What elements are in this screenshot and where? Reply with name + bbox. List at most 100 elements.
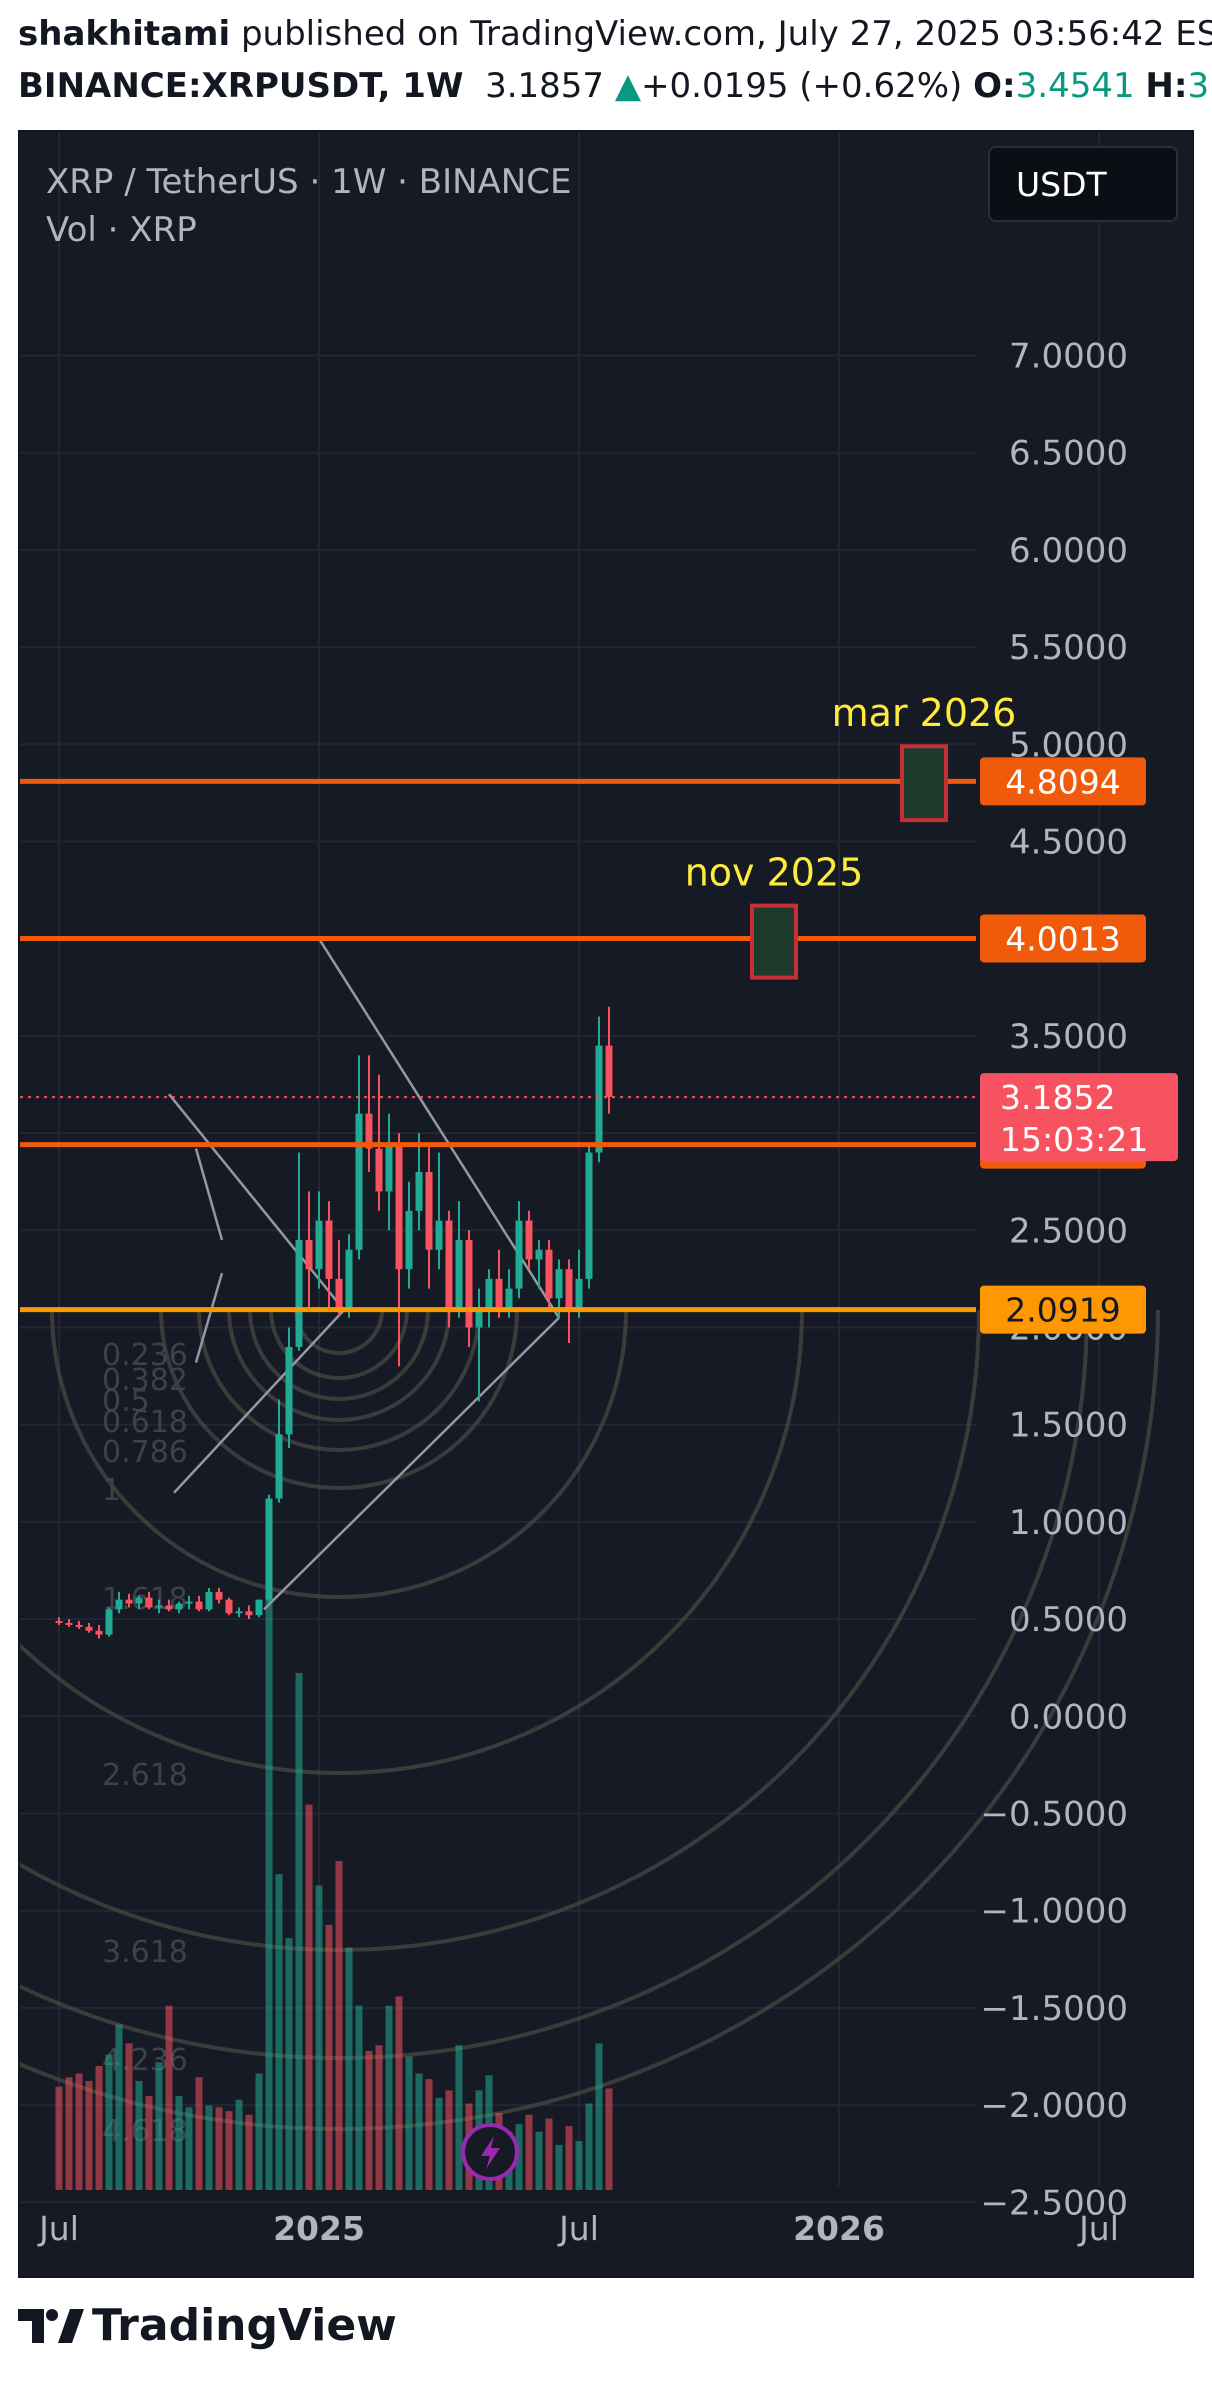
x-axis-label: Jul bbox=[1077, 2209, 1119, 2248]
candle-body bbox=[195, 1601, 203, 1610]
candle-body bbox=[345, 1249, 353, 1309]
volume-indicator-label[interactable]: Vol · XRP bbox=[46, 210, 197, 250]
volume-bar bbox=[325, 1924, 333, 2190]
volume-bar bbox=[185, 2107, 193, 2190]
volume-bar bbox=[105, 2054, 113, 2190]
price-level-label: 4.0013 bbox=[1005, 919, 1120, 958]
volume-bar bbox=[525, 2114, 533, 2190]
last-price-label: 3.1852 bbox=[1000, 1078, 1115, 1117]
candle-body bbox=[255, 1599, 263, 1616]
candle-body bbox=[365, 1113, 373, 1149]
volume-bar bbox=[555, 2144, 563, 2190]
candle-body bbox=[235, 1611, 243, 1614]
candle-body bbox=[325, 1220, 333, 1279]
fib-arc bbox=[50, 1309, 628, 1599]
candle-body bbox=[535, 1249, 543, 1260]
candle-body bbox=[385, 1142, 393, 1192]
candle-body bbox=[75, 1624, 83, 1627]
candle-body bbox=[55, 1621, 63, 1624]
volume-bar bbox=[235, 2099, 243, 2190]
y-axis-label: −2.5000 bbox=[981, 2183, 1128, 2223]
candle-body bbox=[205, 1591, 213, 1610]
x-axis-label: Jul bbox=[557, 2209, 599, 2248]
candle-body bbox=[435, 1220, 443, 1250]
change-arrow-icon: ▲ bbox=[614, 66, 642, 106]
publish-text: published on TradingView.com, July 27, 2… bbox=[240, 14, 1212, 54]
candle-body bbox=[475, 1308, 483, 1328]
candle-body bbox=[445, 1220, 453, 1309]
candle-body bbox=[495, 1278, 503, 1309]
chart-pane[interactable]: 0.236 0.382 0.5 0.618 0.786 1 1.618 2.618 3.618 4… bbox=[18, 130, 1194, 2278]
tradingview-footer[interactable]: TradingView bbox=[18, 2300, 397, 2351]
price-level-tag bbox=[980, 914, 1146, 963]
candle-body bbox=[465, 1240, 473, 1328]
tradingview-brand: TradingView bbox=[92, 2300, 397, 2351]
volume-bar bbox=[535, 2131, 543, 2190]
forecast-label: mar 2026 bbox=[832, 691, 1017, 735]
volume-bar bbox=[515, 2124, 523, 2190]
y-axis-label: 3.5000 bbox=[1009, 1017, 1128, 1057]
y-axis-label: 7.0000 bbox=[1009, 337, 1128, 377]
candle-body bbox=[605, 1045, 613, 1097]
last-price: 3.1857 bbox=[485, 66, 605, 106]
volume-bar bbox=[65, 2077, 73, 2190]
forecast-box bbox=[900, 744, 948, 823]
volume-bar bbox=[155, 2062, 163, 2190]
candle-body bbox=[315, 1220, 323, 1270]
volume-bar bbox=[385, 2005, 393, 2190]
forecast-label: nov 2025 bbox=[685, 851, 864, 895]
candle-body bbox=[485, 1278, 493, 1309]
volume-bar bbox=[405, 2056, 413, 2190]
volume-bar bbox=[95, 2065, 103, 2190]
y-axis-label: 6.0000 bbox=[1009, 531, 1128, 571]
y-axis-label: 4.5000 bbox=[1009, 823, 1128, 863]
volume-bar bbox=[85, 2080, 93, 2190]
volume-bar bbox=[205, 2105, 213, 2190]
candle-body bbox=[555, 1269, 563, 1299]
volume-bar bbox=[145, 2096, 153, 2190]
y-axis-label: −1.0000 bbox=[981, 1892, 1128, 1932]
last-price-tag bbox=[980, 1073, 1178, 1162]
candle-body bbox=[95, 1630, 103, 1635]
candle-body bbox=[305, 1240, 313, 1270]
candle-body bbox=[135, 1597, 143, 1604]
fib-arc bbox=[197, 1309, 481, 1452]
bar-countdown: 15:03:21 bbox=[1000, 1120, 1148, 1159]
volume-bar bbox=[395, 1996, 403, 2190]
candle-body bbox=[155, 1605, 163, 1608]
candle-body bbox=[375, 1148, 383, 1192]
currency-button[interactable]: USDT bbox=[988, 146, 1178, 222]
volume-bar bbox=[435, 2097, 443, 2190]
trend-line bbox=[168, 1093, 345, 1311]
price-level-label: 2.0919 bbox=[1005, 1291, 1120, 1330]
lightning-icon bbox=[461, 2123, 519, 2181]
volume-bar bbox=[605, 2088, 613, 2190]
fib-level-label: 0.618 bbox=[102, 1405, 188, 1440]
lightning-icon-bolt bbox=[481, 2136, 500, 2169]
candle-body bbox=[415, 1171, 423, 1211]
fib-arc bbox=[248, 1309, 430, 1401]
volume-bar bbox=[305, 1804, 313, 2190]
volume-bar bbox=[225, 2111, 233, 2190]
volume-bar bbox=[355, 2005, 363, 2190]
y-axis-label: 0.5000 bbox=[1009, 1600, 1128, 1640]
fib-level-label: 4.618 bbox=[102, 2114, 188, 2149]
candle-body bbox=[575, 1278, 583, 1312]
volume-bar bbox=[565, 2126, 573, 2190]
candle-body bbox=[515, 1220, 523, 1289]
publish-info: shakhitami published on TradingView.com,… bbox=[18, 14, 1212, 54]
candle-body bbox=[215, 1591, 223, 1600]
candle-body bbox=[585, 1152, 593, 1279]
y-axis-label: 5.5000 bbox=[1009, 628, 1128, 668]
volume-bar bbox=[195, 2077, 203, 2190]
fib-level-label: 0.786 bbox=[102, 1435, 188, 1470]
x-axis-label: Jul bbox=[37, 2209, 79, 2248]
candle-body bbox=[165, 1605, 173, 1610]
volume-bar bbox=[315, 1885, 323, 2190]
volume-bar bbox=[245, 2114, 253, 2190]
fib-level-label: 4.236 bbox=[102, 2043, 188, 2078]
y-axis-label: 0.0000 bbox=[1009, 1697, 1128, 1737]
candle-body bbox=[85, 1626, 93, 1631]
volume-bar bbox=[55, 2086, 63, 2190]
